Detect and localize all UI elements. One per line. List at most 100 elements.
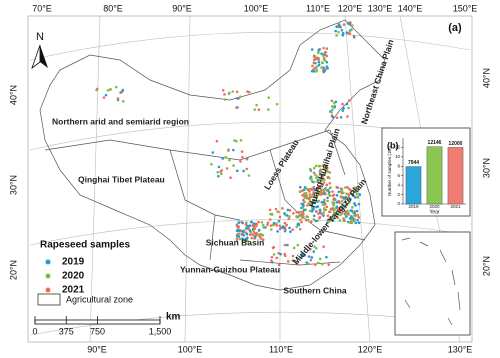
sample-point [270,212,274,216]
sample-point [307,202,310,205]
sample-point [274,207,278,211]
y-tick-label: 4 [397,182,400,187]
sample-point [317,48,321,52]
sample-point [326,221,329,225]
sample-point [300,220,303,224]
sample-point [312,166,316,170]
panel-label: (b) [387,140,399,150]
sample-point [319,168,322,172]
sample-point [292,246,296,250]
sample-point [121,88,125,92]
sample-point [302,204,305,207]
sample-point [303,200,306,204]
sample-point [321,54,325,57]
sample-point [235,139,238,143]
sample-point [312,70,316,73]
sample-point [326,170,330,173]
sample-point [327,220,331,223]
sample-point [291,259,295,262]
lon-label: 90°E [87,344,107,354]
lon-label: 130°E [448,344,473,354]
sample-point [345,102,349,106]
sample-point [247,227,250,231]
sample-point [315,164,318,168]
sample-point [353,196,357,199]
zone-swatch [37,293,61,306]
sample-point [106,88,110,92]
sample-point [339,25,342,29]
sample-point [102,96,106,99]
sample-point [299,210,303,214]
sample-point [309,248,312,251]
sample-point [315,56,319,60]
sample-point [320,193,323,196]
sample-point [307,262,310,266]
sample-point [121,100,125,103]
sample-point [323,202,327,206]
sample-point [312,250,316,253]
sample-point [346,115,349,118]
north-arrow [31,44,48,70]
sample-point [327,192,331,196]
sample-point [272,245,276,249]
sample-point [283,254,287,258]
sample-point [342,23,346,26]
sample-point [247,90,251,94]
sample-point [220,172,223,176]
sample-point [269,224,273,227]
sample-point [316,190,319,194]
sample-point [301,253,305,257]
sample-point [325,47,329,50]
bar [405,166,422,205]
sample-point [328,181,332,185]
sample-point [241,155,244,159]
region-label: Yunnan-Guizhou Plateau [180,264,280,274]
sample-point [248,224,252,228]
sample-point [340,28,344,32]
sample-point [215,139,219,143]
sample-point [310,256,314,259]
sample-point [116,97,120,100]
sample-point [297,210,301,214]
sample-point [320,66,323,69]
legend-label: 2020 [62,271,85,282]
lat-label: 30°N [481,158,491,178]
sample-point [295,225,299,229]
sample-point [232,148,235,152]
sample-point [242,169,245,173]
sample-point [309,203,313,206]
sample-point [347,187,351,191]
sample-point [326,199,329,203]
sample-point [291,228,295,231]
sample-point [300,256,303,260]
south-china-sea-inset [394,231,471,336]
sample-point [281,225,285,228]
sample-point [241,229,244,233]
sample-point [298,227,302,231]
sample-point [310,48,314,51]
sample-point [347,31,350,35]
legend-label: 2019 [62,257,85,268]
lat-label: 40°N [481,68,491,88]
sample-point [338,218,342,222]
scale-label: 375 [59,326,74,336]
sample-point [322,58,326,61]
sample-point [357,216,361,219]
sample-point [298,185,302,189]
sample-point [326,176,329,179]
sample-point [331,115,335,119]
sample-point [267,108,270,111]
sample-point [305,194,308,197]
sample-point [345,215,348,218]
sample-point [235,239,239,243]
sample-point [322,245,325,249]
legend-marker [45,259,51,265]
sample-point [251,224,254,227]
sample-point [261,238,265,241]
sample-point [318,216,321,220]
zone-borders [44,129,366,266]
sample-point [332,193,336,197]
sample-point [326,214,330,217]
sample-point [340,188,344,192]
